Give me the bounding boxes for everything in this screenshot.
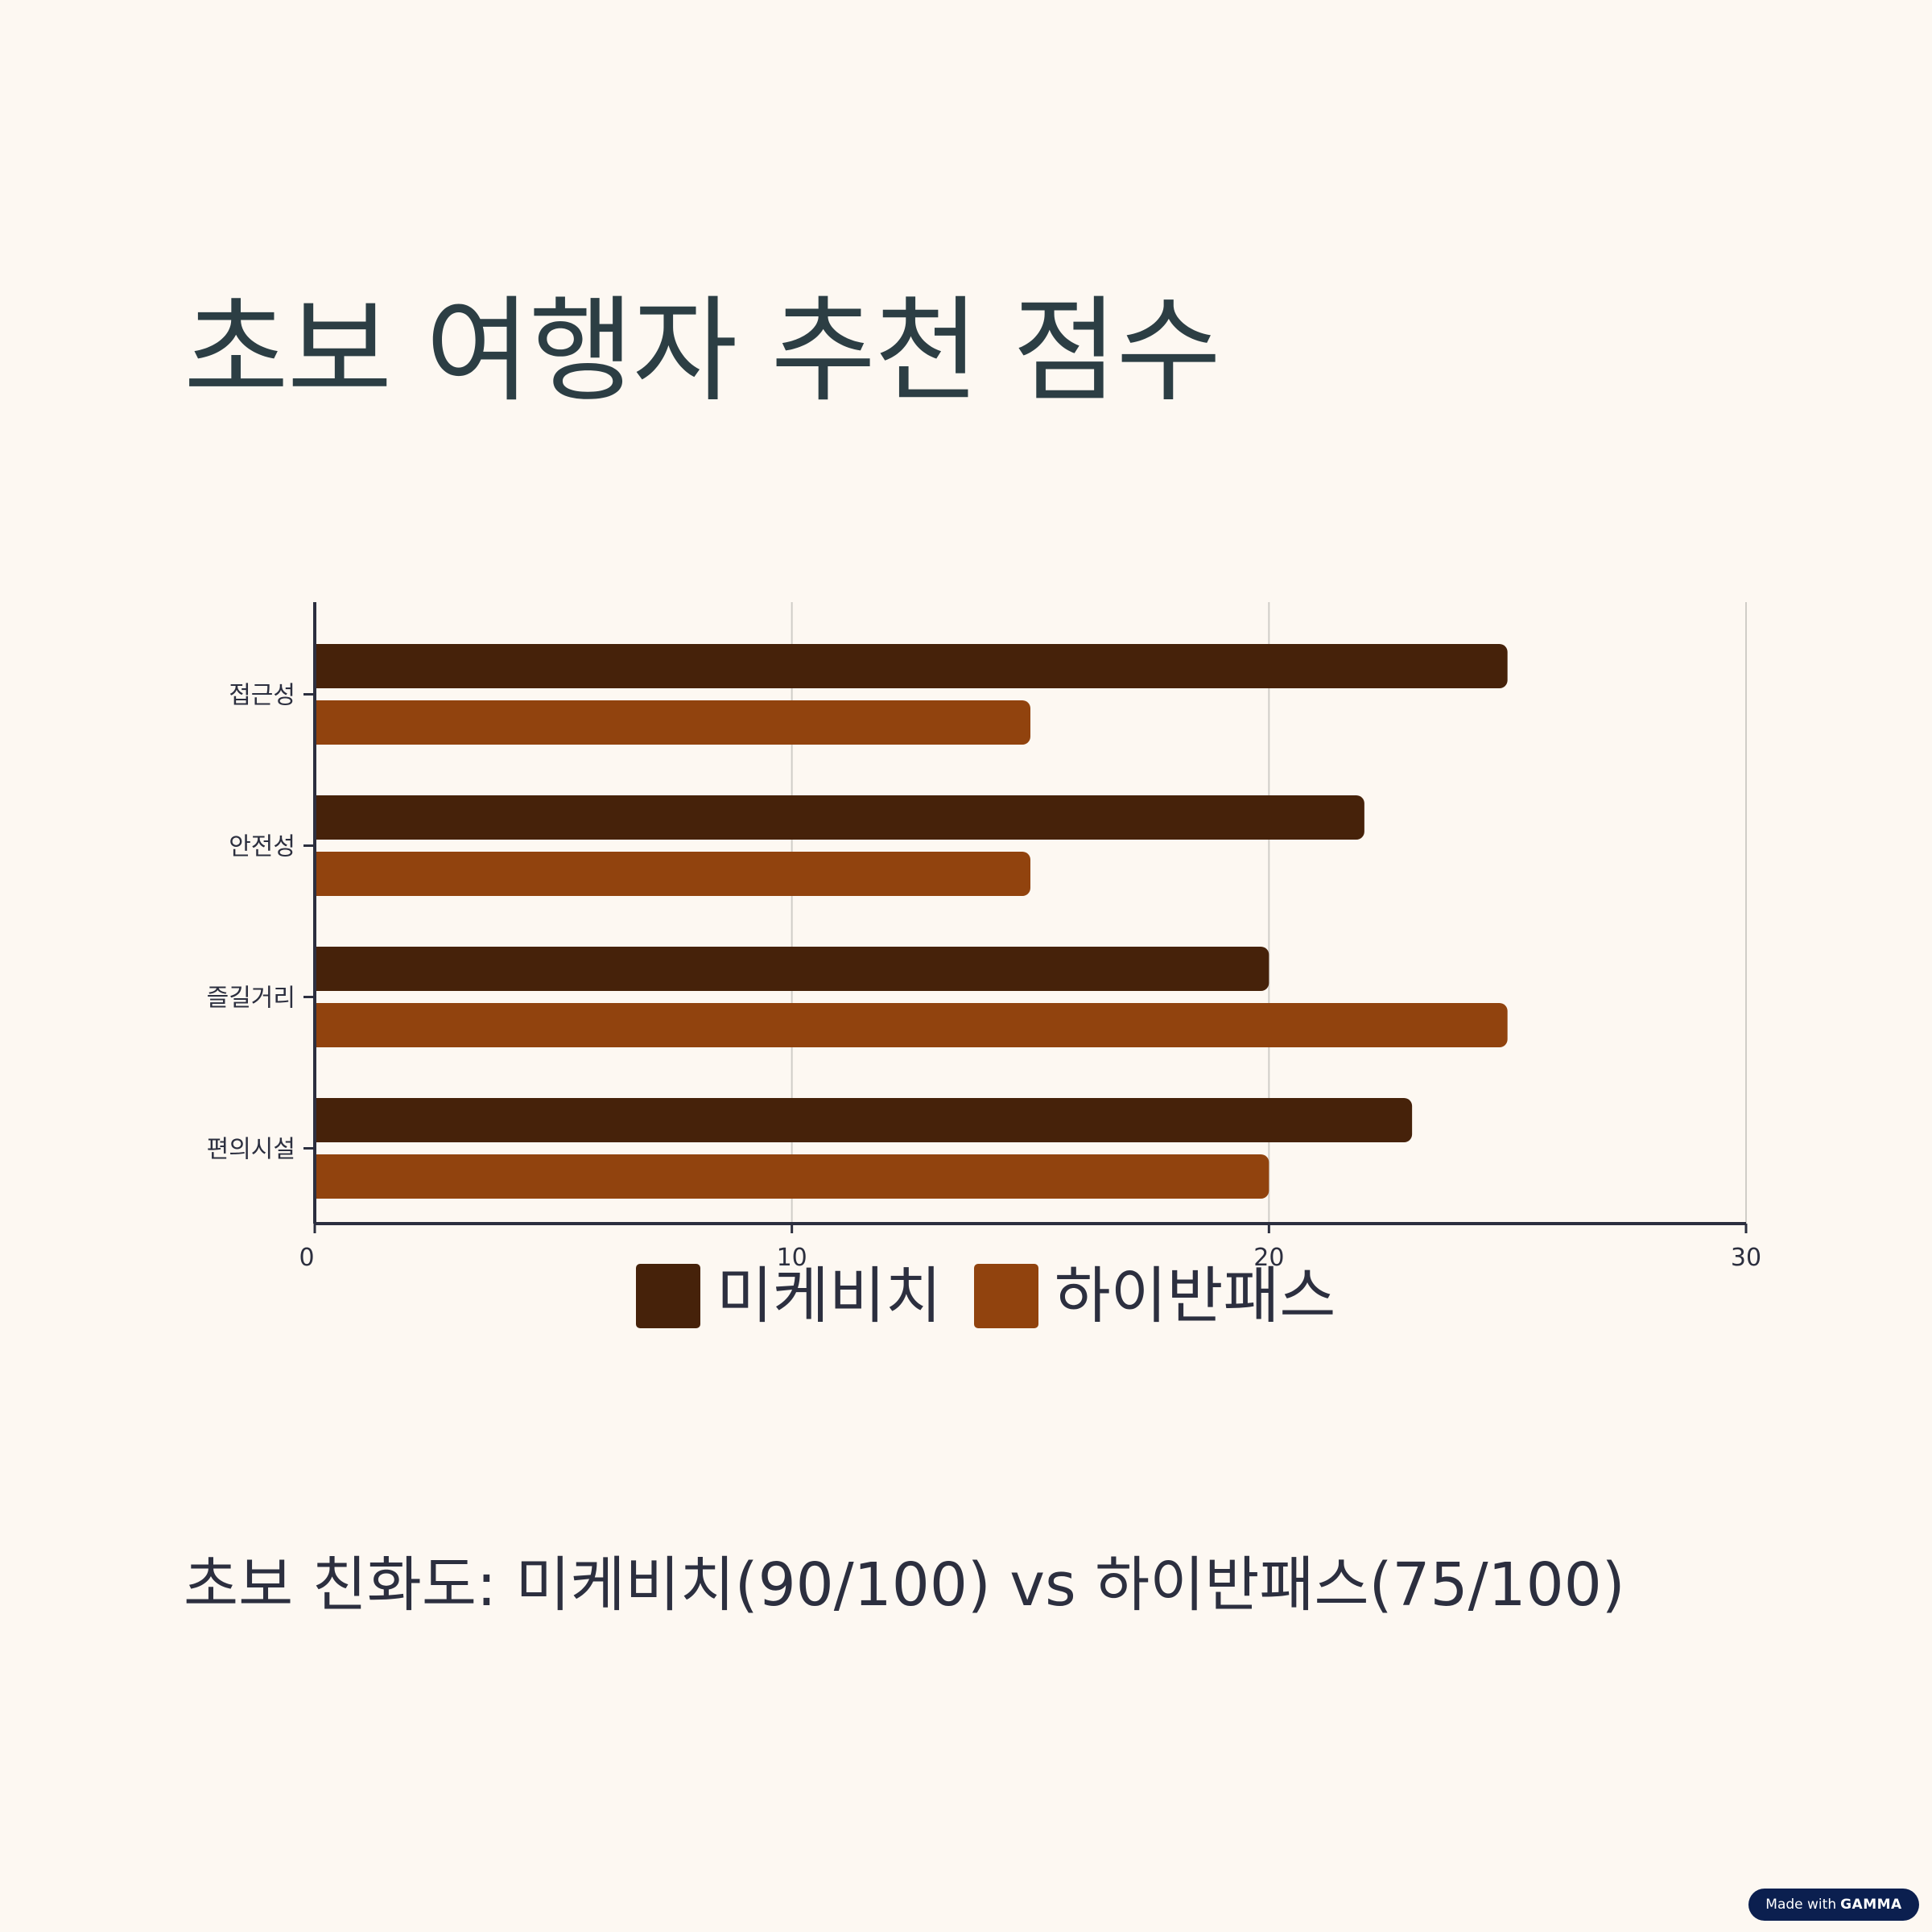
bar-shape — [315, 644, 1508, 688]
bar — [315, 852, 1030, 896]
bar — [315, 1154, 1269, 1199]
legend-label-series-2: 하이반패스 — [1054, 1260, 1336, 1331]
bar-shape — [315, 947, 1269, 991]
bar-shape — [315, 700, 1030, 745]
legend-swatch-series-2 — [973, 1264, 1038, 1328]
bar-left-fill — [315, 1154, 331, 1199]
bar-left-fill — [315, 947, 331, 991]
bar-left-fill — [315, 852, 331, 896]
x-tick-label: 20 — [1253, 1244, 1284, 1272]
bar-shape — [315, 1003, 1508, 1047]
made-with-gamma-badge[interactable]: Made with GAMMA — [1748, 1889, 1919, 1921]
bar-left-fill — [315, 1098, 331, 1142]
bar-shape — [315, 795, 1364, 840]
page-title: 초보 여행자 추천 점수 — [184, 285, 1221, 418]
chart-bars — [315, 644, 1508, 1199]
bar-left-fill — [315, 644, 331, 688]
legend-item-series-1: 미케비치 — [636, 1264, 942, 1328]
chart-legend: 미케비치 하이반패스 — [636, 1262, 1368, 1330]
bar-shape — [315, 1098, 1413, 1142]
y-tick-label: 접근성 — [229, 682, 295, 710]
bar-left-fill — [315, 700, 331, 745]
bar — [315, 644, 1508, 688]
y-tick-label: 편의시설 — [207, 1136, 295, 1164]
y-tick-label: 즐길거리 — [207, 985, 295, 1013]
badge-brand: GAMMA — [1840, 1897, 1902, 1913]
bar — [315, 795, 1364, 840]
x-tick-label: 0 — [299, 1244, 314, 1272]
y-tick-label: 안전성 — [229, 833, 295, 861]
legend-item-series-2: 하이반패스 — [973, 1260, 1336, 1331]
bar — [315, 1003, 1508, 1047]
bar-shape — [315, 852, 1030, 896]
x-tick-label: 10 — [777, 1244, 807, 1272]
summary-text: 초보 친화도: 미케비치(90/100) vs 하이반패스(75/100) — [184, 1550, 1625, 1620]
x-tick-label: 30 — [1731, 1244, 1761, 1272]
bar-left-fill — [315, 795, 331, 840]
bar — [315, 700, 1030, 745]
bar — [315, 1098, 1413, 1142]
bar-shape — [315, 1154, 1269, 1199]
badge-prefix: Made with — [1765, 1897, 1837, 1913]
bar — [315, 947, 1269, 991]
legend-swatch-series-1 — [636, 1264, 700, 1328]
bar-left-fill — [315, 1003, 331, 1047]
legend-label-series-1: 미케비치 — [716, 1260, 942, 1331]
